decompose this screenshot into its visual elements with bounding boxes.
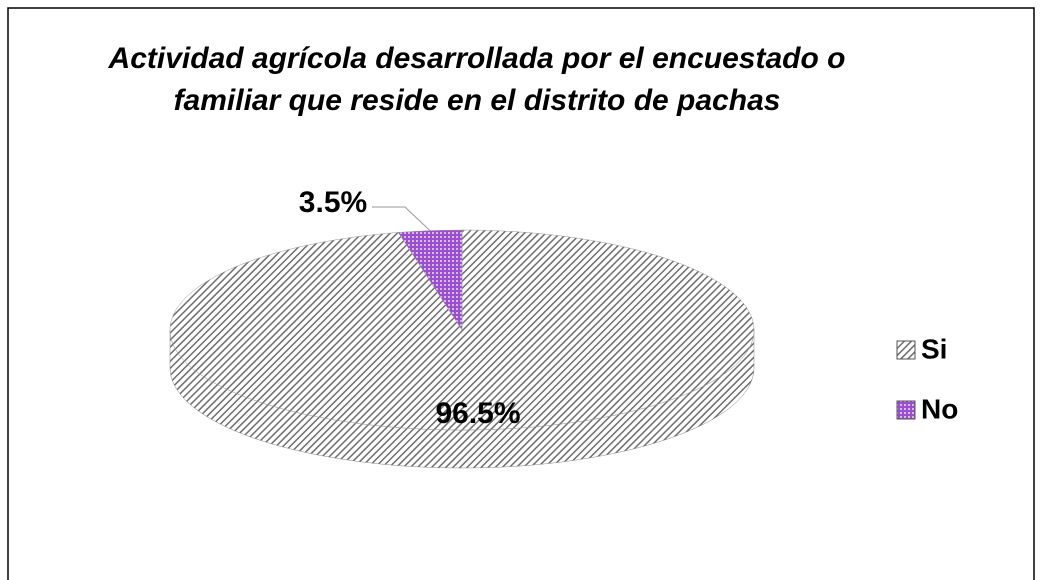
legend-swatch	[896, 340, 916, 360]
chart-border	[7, 7, 1035, 580]
legend-swatch	[896, 400, 916, 420]
pie-slice	[397, 229, 463, 331]
data-label: 3.5%	[299, 186, 367, 219]
legend-label: No	[921, 393, 958, 424]
chart-title: Actividad agrícola desarrollada por el e…	[108, 42, 846, 117]
leader-line	[372, 206, 431, 231]
data-label: 96.5%	[435, 397, 520, 430]
legend-label: Si	[921, 333, 947, 364]
